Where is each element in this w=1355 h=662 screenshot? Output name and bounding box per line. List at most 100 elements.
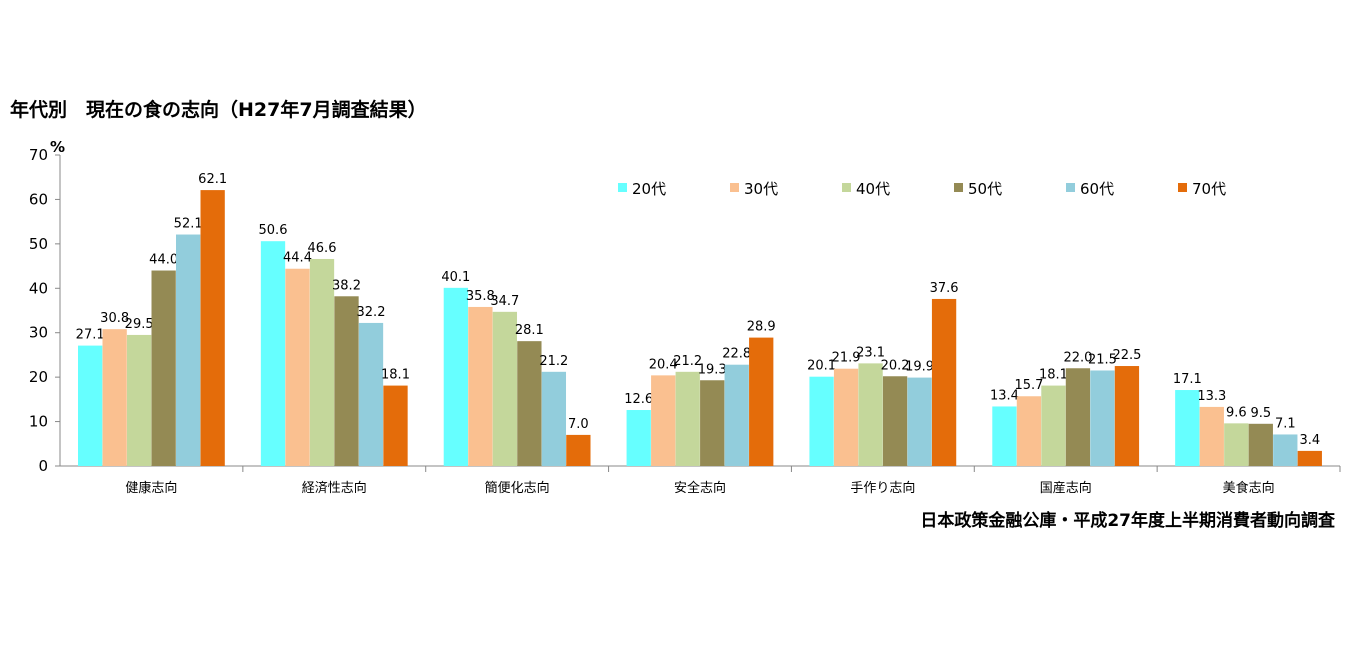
legend-swatch [730, 183, 739, 192]
data-label: 7.1 [1275, 416, 1296, 431]
data-label: 44.4 [283, 251, 312, 266]
bar [931, 298, 957, 466]
data-label: 28.9 [747, 320, 776, 335]
y-tick-label: 30 [29, 324, 48, 342]
data-label: 19.9 [905, 360, 934, 375]
bar [127, 334, 152, 466]
chart-title: 年代別 現在の食の志向（H27年7月調査結果） [10, 98, 427, 121]
bar [492, 311, 518, 466]
bar [1199, 406, 1224, 466]
y-tick-label: 10 [29, 413, 48, 431]
bar [1224, 423, 1249, 466]
x-category-label: 健康志向 [125, 480, 177, 496]
y-tick-label: 70 [29, 146, 48, 164]
x-category-label: 手作り志向 [850, 480, 915, 496]
plot-area: 0 10 20 30 40 50 60 70 健康志向 27.1 30.829.5 44.0 52.1 6… [29, 146, 1341, 496]
x-category-label: 簡便化志向 [485, 480, 550, 496]
data-label: 3.4 [1299, 433, 1320, 448]
data-label: 21.5 [1088, 352, 1117, 367]
data-label: 35.8 [466, 289, 495, 304]
bar [675, 371, 700, 466]
data-label: 44.0 [149, 253, 178, 268]
bar [334, 296, 359, 466]
data-label: 50.6 [259, 223, 288, 238]
bar [1248, 423, 1273, 466]
bar [383, 385, 408, 466]
data-label: 12.6 [624, 392, 653, 407]
bar [78, 345, 103, 466]
legend: 20代 30代 40代 50代 60代 70代 [618, 180, 1226, 198]
legend-label: 30代 [744, 180, 778, 198]
data-label: 9.6 [1226, 405, 1247, 420]
data-label: 29.5 [125, 317, 154, 332]
y-tick-label: 50 [29, 235, 48, 253]
data-label: 38.2 [332, 278, 361, 293]
data-label: 21.2 [673, 354, 702, 369]
y-axis-unit-label: % [50, 138, 65, 156]
bar [749, 337, 774, 466]
bar [651, 375, 676, 466]
bar [541, 371, 567, 466]
data-label: 34.7 [490, 294, 519, 309]
bar [151, 270, 176, 466]
bar [907, 377, 932, 466]
legend-swatch [842, 183, 851, 192]
legend-label: 60代 [1080, 180, 1114, 198]
data-label: 40.1 [441, 270, 470, 285]
legend-swatch [618, 183, 627, 192]
data-label: 37.6 [930, 281, 959, 296]
x-category-label: 美食志向 [1223, 480, 1275, 496]
data-label: 62.1 [198, 172, 227, 187]
data-label: 21.2 [539, 354, 568, 369]
data-label: 17.1 [1173, 372, 1202, 387]
data-label: 19.3 [698, 362, 727, 377]
data-label: 32.2 [357, 305, 386, 320]
bar [102, 329, 127, 466]
legend-label: 20代 [632, 180, 666, 198]
legend-swatch [1066, 183, 1075, 192]
bar [358, 322, 384, 466]
data-label: 20.4 [649, 357, 678, 372]
bar [468, 306, 493, 466]
bar [992, 406, 1017, 466]
x-category-label: 安全志向 [674, 480, 726, 496]
bar [1273, 434, 1298, 466]
y-tick-label: 40 [29, 279, 48, 297]
bar [1175, 390, 1200, 466]
data-label: 18.1 [1039, 368, 1068, 383]
bar [809, 376, 834, 466]
y-tick-label: 0 [38, 457, 48, 475]
legend-swatch [1178, 183, 1187, 192]
bar [566, 434, 591, 466]
data-label: 21.9 [832, 351, 861, 366]
bar [858, 363, 883, 466]
data-label: 52.1 [174, 217, 203, 232]
data-label: 20.1 [807, 359, 836, 374]
data-label: 18.1 [381, 368, 410, 383]
source-note: 日本政策金融公庫・平成27年度上半期消費者動向調査 [920, 510, 1336, 531]
x-category-label: 国産志向 [1040, 480, 1092, 496]
bar [1016, 396, 1042, 466]
data-label: 23.1 [856, 345, 885, 360]
bar [882, 376, 908, 466]
data-label: 28.1 [515, 323, 544, 338]
bar [626, 410, 651, 466]
y-tick-label: 60 [29, 190, 48, 208]
data-label: 7.0 [568, 417, 589, 432]
bar [285, 268, 310, 466]
data-label: 9.5 [1250, 406, 1271, 421]
data-label: 46.6 [308, 241, 337, 256]
bar [1297, 450, 1322, 466]
legend-swatch [954, 183, 963, 192]
data-label: 22.0 [1063, 350, 1092, 365]
bar [724, 364, 749, 466]
legend-label: 40代 [856, 180, 890, 198]
data-label: 13.4 [990, 388, 1019, 403]
bar [1065, 368, 1091, 466]
bar [443, 287, 469, 466]
data-label: 22.8 [722, 347, 751, 362]
data-label: 20.2 [881, 358, 910, 373]
bar [517, 341, 542, 466]
bar [260, 241, 286, 466]
